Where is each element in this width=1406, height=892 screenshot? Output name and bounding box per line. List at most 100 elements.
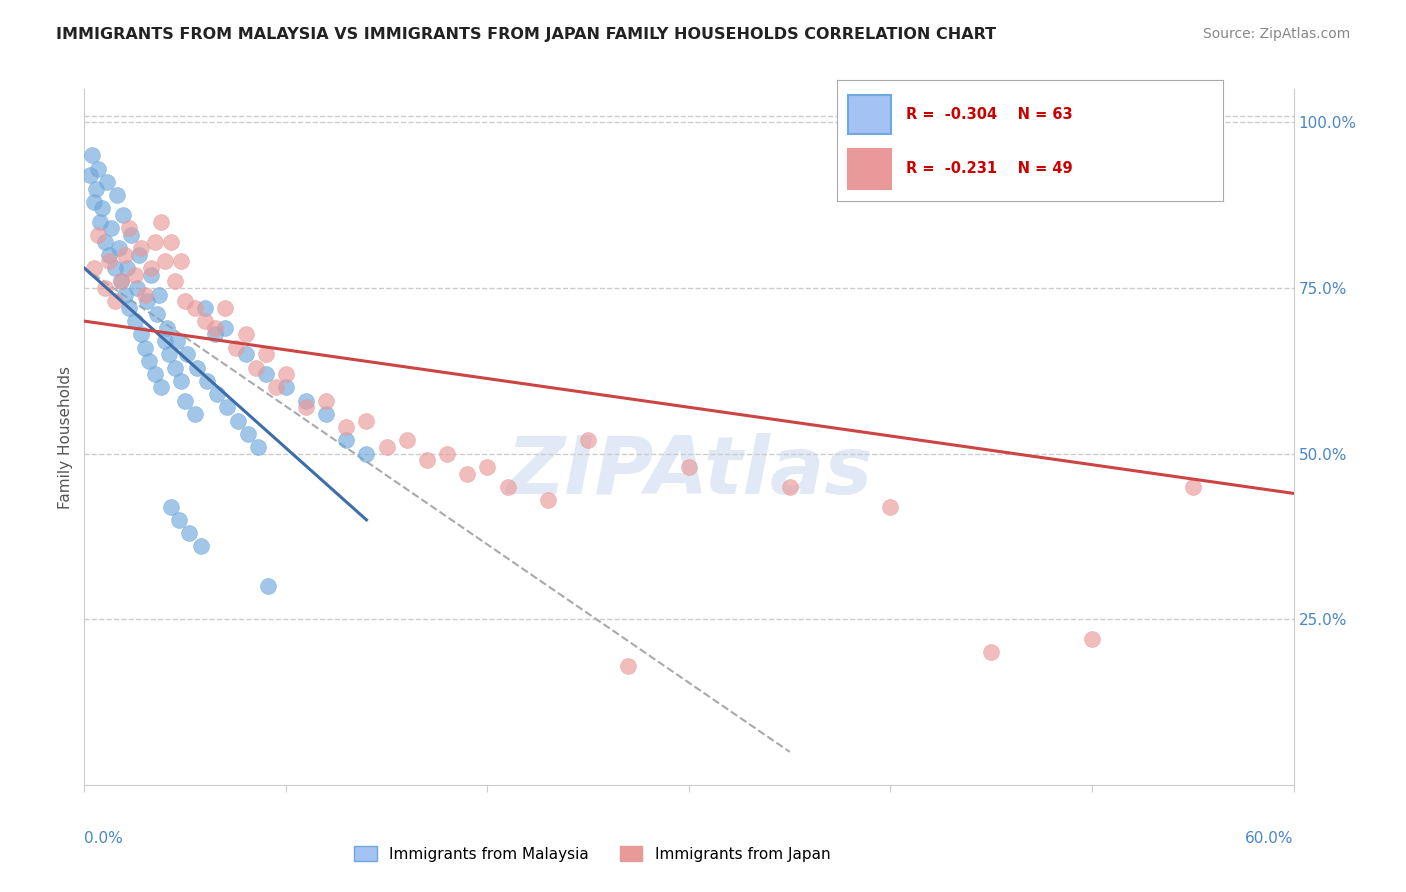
Point [779,480,801,494]
Point [97,248,120,262]
Point [97,254,120,268]
Point [980,645,1002,659]
Text: ZIPAtlas: ZIPAtlas [506,433,872,511]
Point [87,161,110,176]
Point [186,360,208,375]
Point [83,261,105,276]
Point [235,347,257,361]
Point [160,235,183,249]
Point [134,341,156,355]
Point [436,447,458,461]
Point [115,261,138,276]
Point [143,235,166,249]
Point [214,320,236,334]
Point [146,308,169,322]
Point [179,526,201,541]
Point [166,334,188,348]
Point [254,367,277,381]
Point [118,301,141,315]
Point [256,579,278,593]
Point [264,380,287,394]
Point [236,426,259,441]
Point [129,241,152,255]
Point [170,254,193,268]
Point [190,540,212,554]
Point [100,221,122,235]
FancyBboxPatch shape [848,149,891,188]
Point [225,341,247,355]
Point [120,227,142,242]
Point [91,202,114,216]
Y-axis label: Family Households: Family Households [58,366,73,508]
Point [1081,632,1104,647]
Point [128,248,150,262]
Point [204,320,226,334]
Point [124,268,146,282]
Point [86,181,108,195]
Point [79,169,101,183]
Point [246,440,269,454]
Point [156,320,179,334]
Point [395,434,418,448]
Point [678,459,700,474]
Point [107,241,129,255]
Legend: Immigrants from Malaysia, Immigrants from Japan: Immigrants from Malaysia, Immigrants fro… [349,839,837,868]
Point [105,188,128,202]
Point [217,401,239,415]
Point [82,148,104,162]
Point [134,287,156,301]
Point [184,407,207,421]
Point [456,467,478,481]
Point [118,221,141,235]
Point [104,294,127,309]
Point [214,301,236,315]
Point [537,493,560,508]
Point [111,208,134,222]
Point [184,301,207,315]
Point [356,413,378,427]
Point [617,658,640,673]
Point [148,287,170,301]
Point [153,254,176,268]
Point [149,215,172,229]
Point [93,235,115,249]
Point [477,459,499,474]
Point [129,327,152,342]
Point [174,294,197,309]
Point [496,480,519,494]
Point [356,447,378,461]
Point [274,380,297,394]
Point [135,294,157,309]
Point [139,261,162,276]
Point [167,513,190,527]
Text: IMMIGRANTS FROM MALAYSIA VS IMMIGRANTS FROM JAPAN FAMILY HOUSEHOLDS CORRELATION : IMMIGRANTS FROM MALAYSIA VS IMMIGRANTS F… [56,27,997,42]
Point [143,367,166,381]
Text: R =  -0.231    N = 49: R = -0.231 N = 49 [905,161,1073,177]
Text: Source: ZipAtlas.com: Source: ZipAtlas.com [1202,27,1350,41]
Point [245,360,267,375]
Point [165,360,187,375]
Point [335,434,357,448]
Point [576,434,599,448]
Text: 0.0%: 0.0% [84,831,124,847]
Point [87,227,110,242]
Text: 60.0%: 60.0% [1246,831,1294,847]
Point [153,334,176,348]
Point [125,281,148,295]
Point [375,440,398,454]
Point [235,327,257,342]
Text: R =  -0.304    N = 63: R = -0.304 N = 63 [905,107,1073,122]
Point [160,500,183,514]
Point [315,393,337,408]
Point [165,274,187,288]
Point [204,327,226,342]
Point [110,274,132,288]
Point [274,367,297,381]
Point [295,401,318,415]
Point [149,380,172,394]
Point [138,354,160,368]
Point [315,407,337,421]
FancyBboxPatch shape [848,95,891,135]
Point [1181,480,1204,494]
Point [93,281,115,295]
